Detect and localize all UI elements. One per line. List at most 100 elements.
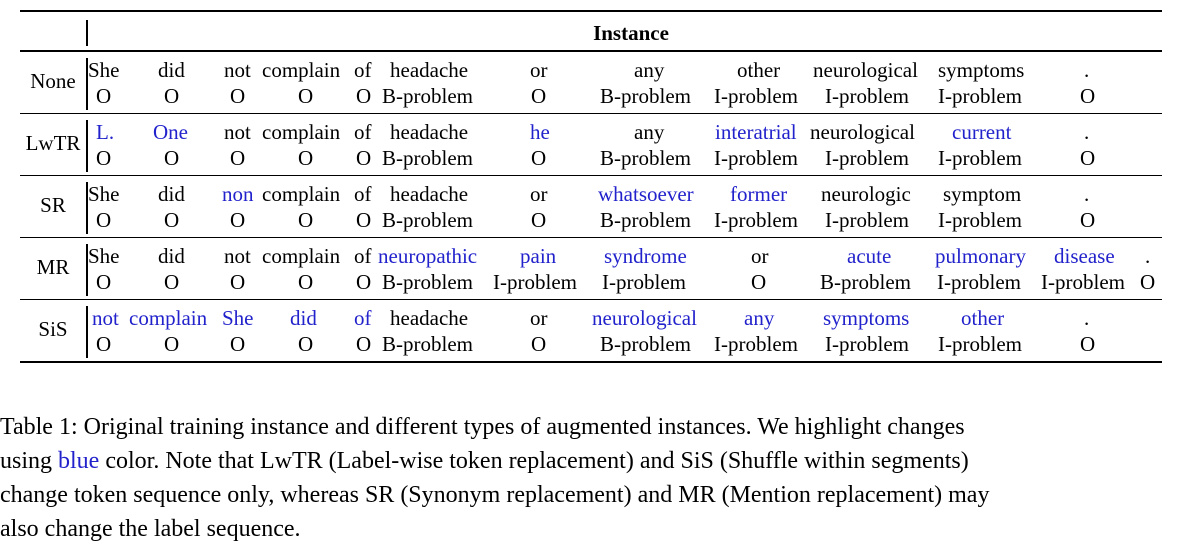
token-cell: . [1084,181,1090,206]
token-cell: of [354,305,372,330]
token-cell: complain [262,243,341,268]
token-cell: of [354,57,372,82]
token-cell: pulmonary [935,243,1026,268]
label-cell: O [1080,207,1096,232]
token-cell: headache [390,57,469,82]
label-cell: O [356,145,372,170]
label-cell: O [164,145,180,170]
token-cell: did [158,243,185,268]
caption-line-3: change token sequence only, whereas SR (… [0,482,990,508]
token-cell: non [222,181,254,206]
row-method-name: None [30,68,76,93]
top-rule [20,10,1162,12]
token-cell: interatrial [715,119,797,144]
label-cell: I-problem [937,269,1021,294]
label-cell: O [356,269,372,294]
label-cell: O [531,207,547,232]
token-cell: did [158,181,185,206]
token-cell: L. [96,119,115,144]
token-cell: not [224,119,251,144]
row-method-name: MR [36,254,70,279]
token-cell: or [530,57,548,82]
label-cell: O [531,145,547,170]
token-cell: complain [262,57,341,82]
token-cell: She [88,57,120,82]
label-cell: O [298,83,314,108]
row-divider [86,181,88,234]
label-cell: I-problem [825,331,909,356]
label-cell: O [230,145,246,170]
token-cell: neurologic [821,181,911,206]
token-cell: pain [520,243,557,268]
token-cell: did [158,57,185,82]
token-cell: complain [262,119,341,144]
label-cell: O [230,207,246,232]
label-cell: I-problem [714,331,798,356]
token-cell: headache [390,181,469,206]
token-cell: any [744,305,775,330]
label-cell: O [164,269,180,294]
caption-line-2-start: using [0,448,59,474]
label-cell: O [230,83,246,108]
token-cell: complain [129,305,208,330]
table-caption: Table 1: Original training instance and … [0,410,1189,546]
row-method-name: LwTR [25,130,81,155]
label-cell: B-problem [600,83,691,108]
token-cell: disease [1054,243,1115,268]
label-cell: I-problem [493,269,577,294]
label-cell: O [1080,331,1096,356]
label-cell: O [356,207,372,232]
label-cell: B-problem [382,269,473,294]
caption-line-2: using blue color. Note that LwTR (Label-… [0,444,1189,478]
token-cell: or [530,305,548,330]
token-cell: former [730,181,788,206]
label-cell: B-problem [820,269,911,294]
token-cell: not [92,305,119,330]
label-cell: O [298,269,314,294]
label-cell: B-problem [600,207,691,232]
label-cell: I-problem [602,269,686,294]
label-cell: O [298,331,314,356]
header-rule [20,50,1162,52]
token-cell: . [1084,57,1090,82]
label-cell: O [1140,269,1156,294]
label-cell: I-problem [938,207,1022,232]
label-cell: I-problem [938,145,1022,170]
label-cell: O [96,83,112,108]
caption-line-2-end: color. Note that LwTR (Label-wise token … [99,448,969,474]
token-cell: neurological [813,57,918,82]
token-cell: any [634,119,665,144]
token-cell: of [354,243,372,268]
label-cell: I-problem [825,83,909,108]
token-cell: She [222,305,254,330]
token-cell: other [737,57,781,82]
caption-line-4: also change the label sequence. [0,516,301,542]
row-divider [86,57,88,110]
label-cell: I-problem [714,145,798,170]
label-cell: O [1080,83,1096,108]
label-cell: O [531,83,547,108]
token-cell: or [751,243,769,268]
label-cell: O [96,207,112,232]
token-cell: of [354,119,372,144]
token-cell: other [961,305,1005,330]
label-cell: I-problem [825,145,909,170]
token-cell: She [88,181,120,206]
token-cell: . [1084,119,1090,144]
label-cell: O [96,145,112,170]
label-cell: O [164,331,180,356]
table-header: Instance [20,12,1162,50]
label-cell: B-problem [382,207,473,232]
token-cell: headache [390,305,469,330]
label-cell: B-problem [382,331,473,356]
token-cell: symptoms [938,57,1025,82]
label-cell: I-problem [938,331,1022,356]
label-cell: O [298,207,314,232]
token-cell: or [530,181,548,206]
token-cell: did [290,305,317,330]
